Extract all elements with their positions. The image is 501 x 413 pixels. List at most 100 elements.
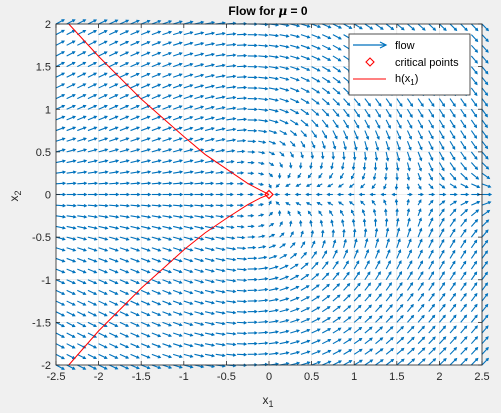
flow-arrow [98,353,108,359]
flow-arrow [268,108,279,113]
flow-arrow [205,203,215,208]
flow-arrow [406,260,413,270]
flow-arrow [109,268,119,274]
flow-arrow [204,236,215,241]
flow-arrow [247,224,255,229]
flow-arrow [385,326,394,334]
flow-arrow [130,148,141,153]
flow-arrow [77,321,87,328]
flow-arrow [417,183,422,190]
x-tick-label: -1.5 [132,371,151,383]
flow-arrow [194,247,205,252]
flow-arrow [268,98,279,102]
flow-arrow [279,319,290,323]
flow-arrow [364,271,371,281]
flow-arrow [481,357,490,366]
flow-arrow [173,159,184,164]
flow-arrow [268,66,280,70]
flow-arrow [55,170,67,174]
flow-arrow [353,141,358,151]
flow-arrow [119,62,130,68]
flow-arrow [470,229,478,238]
flow-arrow [109,170,120,174]
flow-arrow [98,94,108,100]
flow-arrow [55,364,65,370]
flow-arrow [151,204,162,208]
flow-arrow [98,72,108,78]
flow-arrow [140,364,151,370]
flow-arrow [215,311,226,315]
flow-arrow [119,40,130,46]
flow-arrow [258,234,266,238]
chart-title: Flow for μ = 0 [228,4,307,18]
flow-arrow [183,300,194,305]
flow-arrow [342,228,346,238]
flow-arrow [55,104,66,110]
flow-arrow [172,30,183,36]
flow-arrow [369,192,376,197]
flow-arrow [275,201,281,206]
flow-arrow [226,42,237,47]
flow-arrow [375,293,382,302]
flow-arrow [215,192,224,197]
flow-arrow [87,247,98,252]
flow-arrow [343,130,348,140]
flow-arrow [87,181,99,186]
flow-arrow [204,279,215,284]
flow-arrow [290,55,301,60]
flow-arrow [385,151,390,162]
flow-arrow [162,83,172,89]
flow-arrow [290,307,300,313]
flow-arrow [183,311,194,316]
flow-arrow [226,332,237,336]
flow-arrow [428,358,437,366]
flow-arrow [55,247,66,252]
flow-arrow [258,352,269,356]
flow-arrow [449,162,456,171]
flow-arrow [311,261,319,270]
flow-arrow [417,303,425,313]
flow-arrow [109,364,119,370]
flow-arrow [130,268,140,274]
flow-arrow [396,119,402,129]
flow-arrow [449,357,458,366]
flow-arrow [183,332,194,337]
flow-arrow [279,275,290,281]
flow-arrow [77,257,87,263]
flow-arrow [194,181,205,185]
flow-arrow [327,201,334,206]
chart-title-symbol: μ [278,4,287,18]
flow-arrow [406,217,411,227]
flow-arrow [77,236,88,241]
flow-arrow [162,62,172,68]
flow-arrow [237,246,247,251]
flow-arrow [130,137,141,142]
flow-arrow [55,215,67,219]
flow-arrow [109,62,119,68]
flow-arrow [66,268,77,274]
flow-arrow [162,204,173,208]
flow-arrow [237,171,245,175]
flow-arrow [215,53,226,57]
flow-arrow [321,239,326,248]
flow-arrow [396,282,403,291]
flow-arrow [162,30,173,36]
flow-arrow [87,83,98,89]
flow-arrow [361,208,366,216]
flow-arrow [87,29,98,36]
flow-arrow [194,192,205,197]
flow-arrow [173,225,184,230]
flow-arrow [321,272,330,281]
x-tick-label: 0.5 [304,371,319,383]
flow-arrow [362,162,367,171]
flow-arrow [247,256,258,260]
flow-arrow [406,198,410,206]
flow-arrow [300,87,310,93]
flow-arrow [77,289,87,295]
flow-arrow [321,283,330,291]
flow-arrow [311,273,320,281]
flow-arrow [173,204,184,208]
flow-arrow [140,94,151,100]
flow-arrow [66,247,77,252]
flow-arrow [77,364,87,370]
